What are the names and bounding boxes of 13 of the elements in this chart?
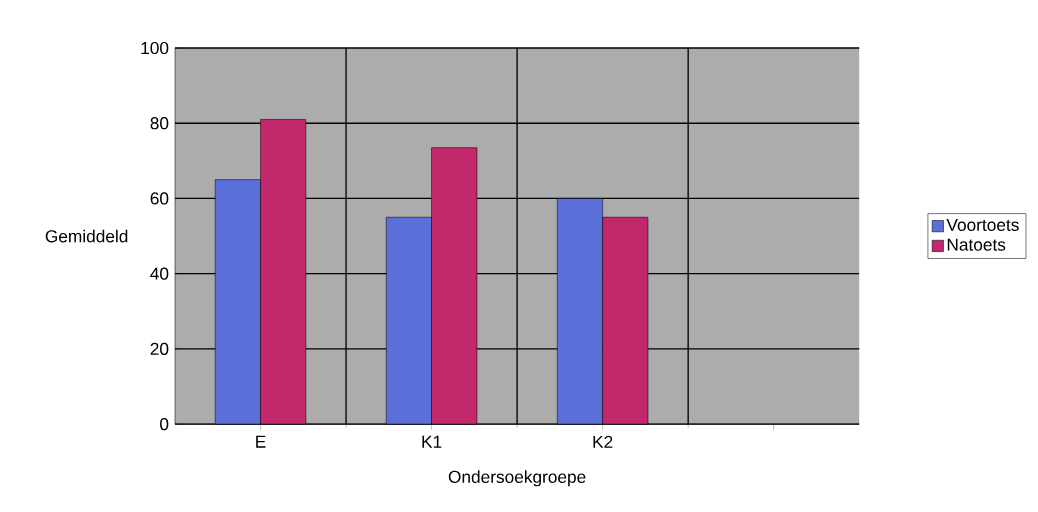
legend-label: Voortoets (946, 218, 1019, 231)
x-axis-title: Ondersoekgroepe (448, 470, 586, 487)
x-tick-label: E (256, 435, 266, 448)
x-tick-label: K1 (422, 435, 442, 448)
x-tick-label: K2 (593, 435, 613, 448)
y-tick-label: 80 (150, 117, 169, 130)
legend-label: Natoets (947, 238, 1006, 251)
y-tick-label: 20 (150, 342, 169, 355)
y-tick-label: 0 (160, 417, 169, 431)
y-tick-label: 60 (150, 192, 169, 205)
y-tick-label: 100 (141, 41, 169, 55)
y-tick-label: 40 (150, 267, 169, 280)
y-axis-title: Gemiddeld (45, 229, 128, 243)
